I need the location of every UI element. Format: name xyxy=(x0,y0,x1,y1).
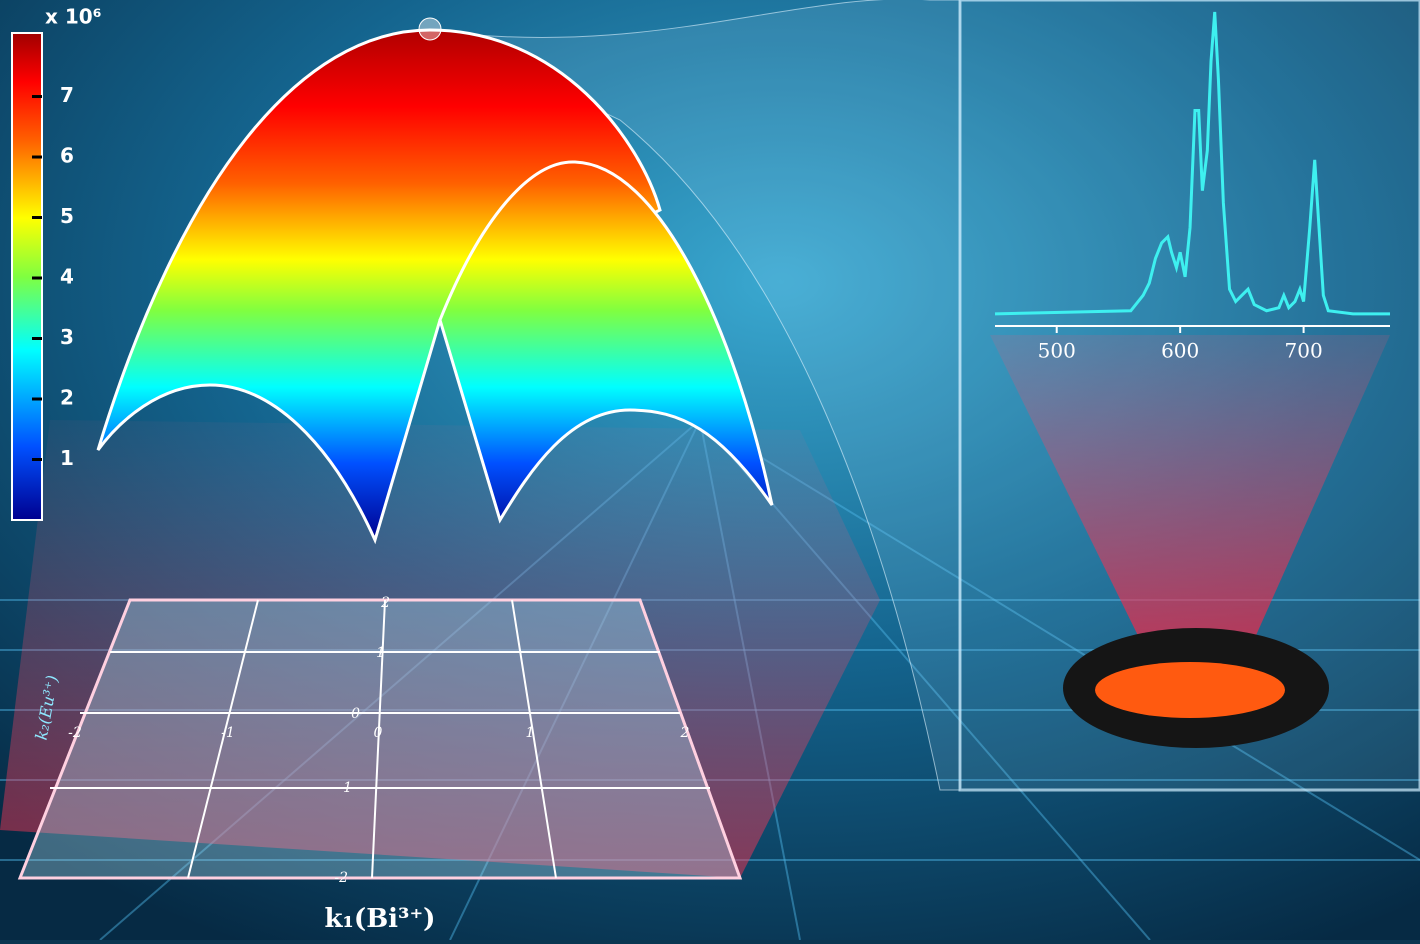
colorbar-tick-label: 4 xyxy=(60,265,74,289)
colorbar-tick-label: 3 xyxy=(60,325,74,349)
x-tick-label: -2 xyxy=(68,725,82,741)
x-tick-label: 0 xyxy=(374,725,383,741)
zoom-band xyxy=(429,0,961,791)
light-cone xyxy=(990,335,1390,660)
light-cone xyxy=(0,420,880,878)
parameter-plane xyxy=(17,598,743,880)
x-tick-label: 2 xyxy=(680,725,690,741)
colorbar-tick-label: 2 xyxy=(60,386,74,410)
y-tick-label: 2 xyxy=(380,595,390,611)
x-tick-label: 700 xyxy=(1285,339,1323,363)
x-tick-label: -1 xyxy=(221,725,235,741)
colorbar xyxy=(11,32,43,521)
plane-grid xyxy=(50,599,710,879)
colorbar-tick-label: 7 xyxy=(60,83,74,107)
x-axis-label: k₁(Bi³⁺) xyxy=(325,904,436,934)
y-tick-label: -2 xyxy=(334,870,348,886)
y-tick-label: -1 xyxy=(338,780,352,796)
x-tick-label: 600 xyxy=(1161,339,1199,363)
y-tick-label: 0 xyxy=(351,706,360,722)
colorbar-multiplier: x 10⁶ xyxy=(45,5,101,29)
x-tick-label: 1 xyxy=(526,725,535,741)
y-tick-label: 1 xyxy=(376,645,385,661)
colorbar-tick-label: 1 xyxy=(60,446,74,470)
spectrum-line xyxy=(994,11,1390,316)
surface-front xyxy=(438,160,774,524)
x-tick-label: 500 xyxy=(1038,339,1076,363)
phosphor-powder xyxy=(1095,662,1285,718)
colorbar-tick-label: 5 xyxy=(60,204,74,228)
maximum-marker xyxy=(418,17,442,41)
colorbar-tick-label: 6 xyxy=(60,144,74,168)
surface-back xyxy=(96,28,662,545)
